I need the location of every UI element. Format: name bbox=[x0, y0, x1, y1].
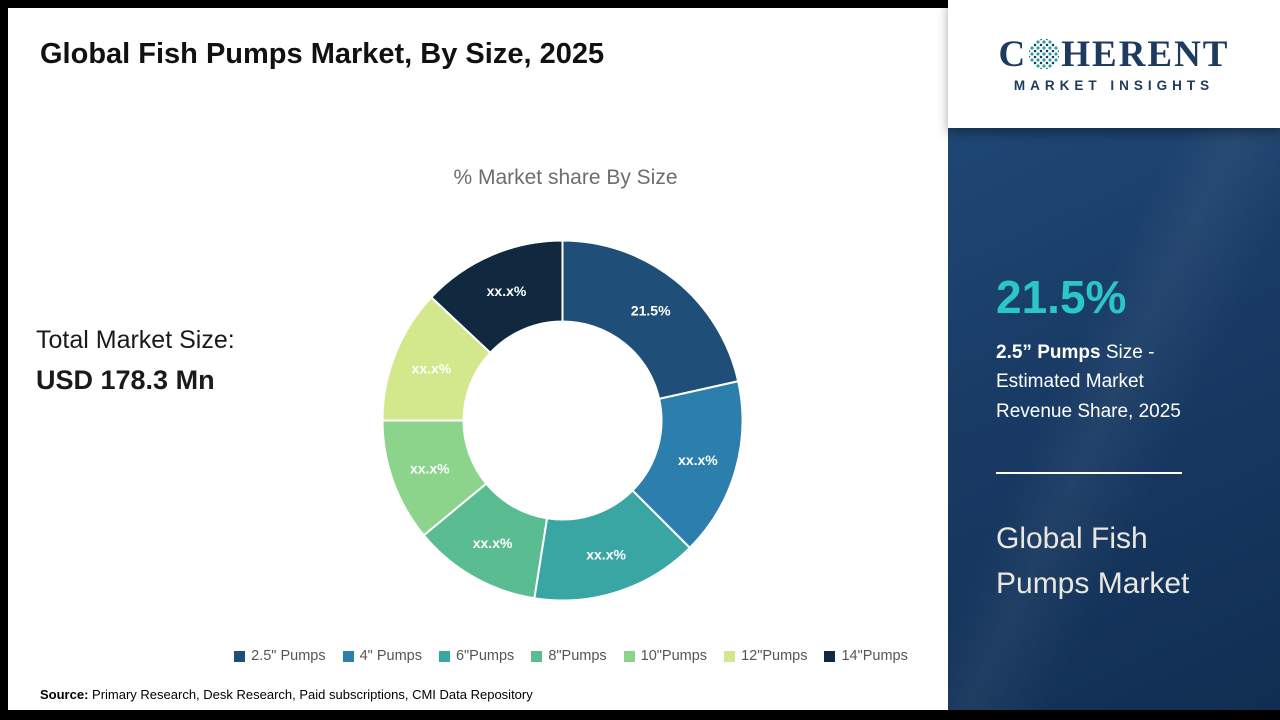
total-market-size-label: Total Market Size: bbox=[36, 326, 235, 354]
legend-swatch bbox=[234, 650, 246, 662]
logo-letters-rest: HERENT bbox=[1061, 33, 1230, 75]
legend-swatch bbox=[342, 650, 354, 662]
source-note: Source: Primary Research, Desk Research,… bbox=[40, 687, 533, 702]
sidebar-content: 21.5% 2.5” Pumps Size - Estimated Market… bbox=[948, 128, 1280, 606]
segment-value-label: xx.x% bbox=[678, 452, 718, 468]
legend-label: 4" Pumps bbox=[359, 648, 422, 664]
main-panel: Global Fish Pumps Market, By Size, 2025 … bbox=[8, 8, 948, 710]
highlight-stat-value: 21.5% bbox=[996, 271, 1127, 323]
sidebar-divider bbox=[996, 472, 1182, 475]
donut-segment bbox=[561, 239, 740, 401]
legend-swatch bbox=[438, 650, 450, 662]
legend-swatch bbox=[724, 650, 736, 662]
globe-dots-icon bbox=[1029, 39, 1060, 69]
page-title: Global Fish Pumps Market, By Size, 2025 bbox=[40, 38, 605, 70]
legend-item: 8"Pumps bbox=[531, 648, 607, 664]
legend-item: 2.5" Pumps bbox=[234, 648, 326, 664]
stat-desc-rest: Size - Estimated Market Revenue Share, 2… bbox=[996, 342, 1181, 422]
segment-value-label: xx.x% bbox=[473, 535, 513, 551]
stat-desc-bold: 2.5” Pumps bbox=[996, 342, 1101, 363]
legend-label: 8"Pumps bbox=[548, 648, 607, 664]
total-market-size-value: USD 178.3 Mn bbox=[36, 365, 215, 395]
legend-label: 10"Pumps bbox=[640, 648, 708, 664]
donut-chart-svg: 21.5% xx.x% xx.x% xx.x% xx.x% xx.x% xx.x% bbox=[381, 239, 744, 602]
legend-label: 6"Pumps bbox=[455, 648, 515, 664]
report-title: Global Fish Pumps Market bbox=[996, 522, 1190, 601]
legend-label: 14"Pumps bbox=[841, 648, 908, 664]
segment-value-label: xx.x% bbox=[487, 283, 527, 299]
logo-subtitle: MARKET INSIGHTS bbox=[1013, 77, 1215, 93]
legend-swatch bbox=[531, 650, 543, 662]
chart-legend: 2.5" Pumps 4" Pumps 6"Pumps 8"Pumps 10"Pumps… bbox=[198, 648, 944, 664]
donut-segment bbox=[429, 239, 564, 355]
legend-item: 6"Pumps bbox=[438, 648, 515, 664]
legend-label: 12"Pumps bbox=[741, 648, 808, 664]
legend-swatch bbox=[623, 650, 635, 662]
total-market-size-block: Total Market Size: USD 178.3 Mn bbox=[36, 326, 235, 396]
legend-item: 10"Pumps bbox=[623, 648, 708, 664]
logo-wordmark: C HERENT bbox=[999, 36, 1230, 73]
donut-chart: 21.5% xx.x% xx.x% xx.x% xx.x% xx.x% xx.x% bbox=[370, 228, 755, 613]
source-text: Primary Research, Desk Research, Paid su… bbox=[92, 687, 533, 702]
legend-item: 4" Pumps bbox=[342, 648, 422, 664]
sidebar-body: 21.5% 2.5” Pumps Size - Estimated Market… bbox=[948, 128, 1280, 710]
legend-label: 2.5" Pumps bbox=[251, 648, 326, 664]
sidebar: C HERENT MARKET INSIGHTS 21.5% 2.5” Pump… bbox=[948, 0, 1280, 710]
segment-value-label: xx.x% bbox=[586, 547, 626, 563]
chart-subtitle: % Market share By Size bbox=[453, 166, 678, 189]
legend-item: 12"Pumps bbox=[724, 648, 807, 664]
legend-swatch bbox=[824, 650, 836, 662]
logo-letter-c: C bbox=[998, 33, 1028, 75]
legend-item: 14"Pumps bbox=[824, 648, 908, 664]
coherent-logo: C HERENT MARKET INSIGHTS bbox=[948, 0, 1280, 128]
source-label: Source: bbox=[40, 687, 89, 702]
highlight-stat-description: 2.5” Pumps Size - Estimated Market Reven… bbox=[996, 338, 1211, 426]
segment-value-label: xx.x% bbox=[410, 460, 450, 476]
segment-value-label: 21.5% bbox=[631, 303, 671, 319]
segment-value-label: xx.x% bbox=[412, 361, 452, 377]
